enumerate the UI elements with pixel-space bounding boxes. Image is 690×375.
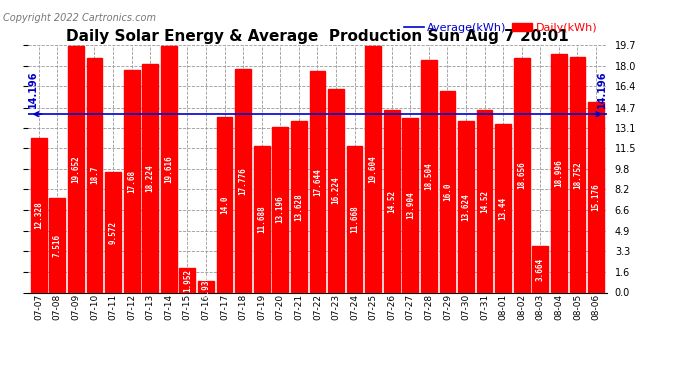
Text: 14.196: 14.196 [28,70,38,108]
Bar [217,117,233,292]
Text: 19.652: 19.652 [71,155,81,183]
Text: 13.628: 13.628 [295,193,304,221]
Bar [235,69,251,292]
Text: 17.68: 17.68 [127,170,136,193]
Bar [124,70,139,292]
Bar [105,172,121,292]
Bar [514,58,530,292]
Bar [495,124,511,292]
Bar [198,281,214,292]
Bar [31,138,47,292]
Bar [254,146,270,292]
Bar [346,146,362,292]
Text: 13.44: 13.44 [499,196,508,220]
Text: 7.516: 7.516 [53,234,62,257]
Bar [68,46,83,292]
Bar [458,122,474,292]
Text: 14.196: 14.196 [597,70,607,108]
Text: 14.52: 14.52 [387,190,396,213]
Bar [142,63,158,292]
Text: 18.504: 18.504 [424,162,433,190]
Bar [365,46,381,292]
Text: 0.936: 0.936 [201,275,210,298]
Text: 11.668: 11.668 [350,206,359,233]
Text: 16.0: 16.0 [443,183,452,201]
Text: 1.952: 1.952 [183,268,192,292]
Text: 13.904: 13.904 [406,191,415,219]
Text: Copyright 2022 Cartronics.com: Copyright 2022 Cartronics.com [3,13,157,23]
Text: 14.0: 14.0 [220,195,229,214]
Bar [86,58,102,292]
Bar [477,110,493,292]
Bar [179,268,195,292]
Bar [161,46,177,292]
Text: 18.656: 18.656 [518,161,526,189]
Bar [328,88,344,292]
Text: 18.224: 18.224 [146,164,155,192]
Text: 18.752: 18.752 [573,161,582,189]
Bar [291,121,307,292]
Bar [533,246,549,292]
Bar [384,110,400,292]
Text: 14.52: 14.52 [480,190,489,213]
Text: 18.996: 18.996 [554,159,564,187]
Bar [440,92,455,292]
Text: 19.604: 19.604 [368,156,377,183]
Bar [402,118,418,292]
Text: 17.776: 17.776 [239,167,248,195]
Bar [569,57,585,292]
Text: 12.328: 12.328 [34,201,43,229]
Legend: Average(kWh), Daily(kWh): Average(kWh), Daily(kWh) [400,18,602,37]
Bar [551,54,566,292]
Text: 13.196: 13.196 [276,196,285,223]
Text: 9.572: 9.572 [108,221,117,244]
Text: 19.616: 19.616 [164,155,173,183]
Text: 3.664: 3.664 [536,258,545,281]
Bar [421,60,437,292]
Text: 13.624: 13.624 [462,193,471,221]
Text: 16.224: 16.224 [331,177,340,204]
Bar [588,102,604,292]
Bar [50,198,66,292]
Bar [273,127,288,292]
Text: 17.644: 17.644 [313,168,322,195]
Text: 11.688: 11.688 [257,205,266,233]
Title: Daily Solar Energy & Average  Production Sun Aug 7 20:01: Daily Solar Energy & Average Production … [66,29,569,44]
Text: 18.7: 18.7 [90,166,99,184]
Text: 15.176: 15.176 [591,183,600,211]
Bar [310,71,325,292]
